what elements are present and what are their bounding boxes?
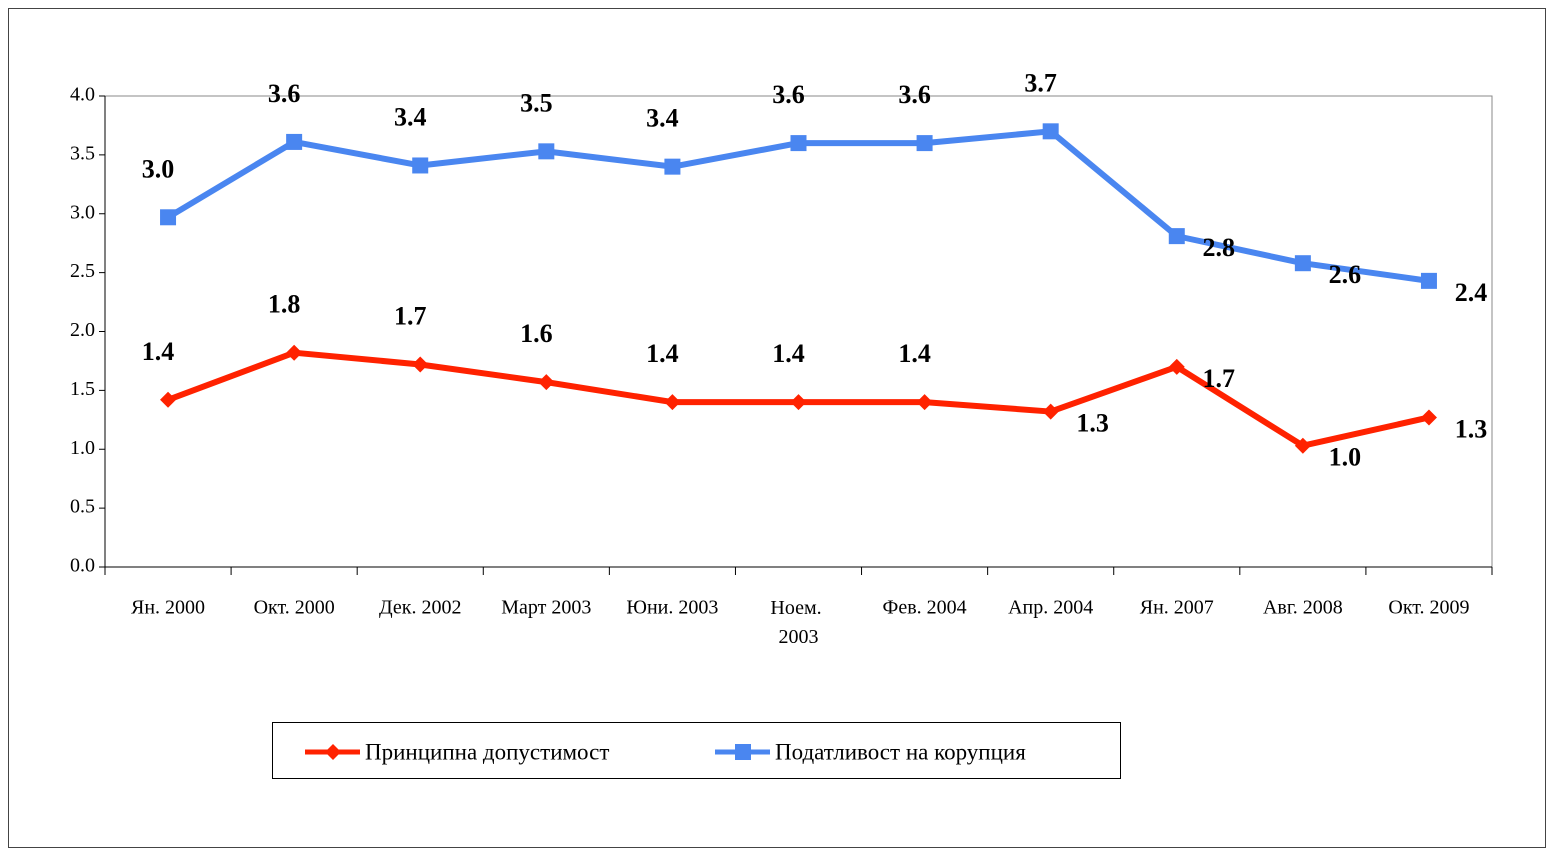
data-label: 2.6 (1329, 260, 1362, 289)
data-label: 1.4 (772, 339, 805, 368)
data-label: 1.4 (898, 339, 931, 368)
data-label: 1.0 (1329, 443, 1362, 472)
y-tick-label: 1.5 (70, 378, 95, 400)
point (1168, 228, 1185, 245)
data-label: 3.6 (772, 80, 805, 109)
point (538, 143, 555, 160)
x-tick-label: Ян. 2000 (131, 597, 205, 619)
data-label: 3.0 (142, 154, 175, 183)
point (1420, 272, 1437, 289)
data-label: 3.6 (268, 79, 301, 108)
x-tick-label: Ноем. 2003 (770, 597, 826, 648)
data-label: 3.7 (1024, 68, 1057, 97)
point (1042, 123, 1059, 140)
point (916, 135, 933, 152)
point (1420, 409, 1437, 426)
point (160, 391, 177, 408)
legend-marker (325, 744, 341, 760)
point (916, 394, 933, 411)
data-label: 1.7 (394, 301, 427, 330)
point (1042, 403, 1059, 420)
x-tick-label: Юни. 2003 (626, 597, 718, 619)
point (790, 394, 807, 411)
legend-marker (735, 744, 751, 760)
y-tick-label: 0.0 (70, 555, 95, 577)
point (1294, 255, 1311, 272)
data-label: 1.8 (268, 290, 301, 319)
point (538, 374, 555, 391)
x-tick-label: Ян. 2007 (1140, 597, 1214, 619)
point (664, 394, 681, 411)
point (286, 344, 303, 361)
point (412, 157, 429, 174)
data-label: 3.6 (898, 80, 931, 109)
x-tick-label: Дек. 2002 (379, 597, 461, 619)
data-label: 2.4 (1455, 278, 1488, 307)
data-label: 3.5 (520, 88, 553, 117)
point (664, 158, 681, 175)
data-label: 1.4 (142, 337, 175, 366)
y-tick-label: 1.0 (70, 437, 95, 459)
data-label: 3.4 (646, 104, 679, 133)
chart-frame (8, 8, 1546, 848)
data-label: 3.4 (394, 102, 427, 131)
data-label: 1.3 (1455, 414, 1488, 443)
y-tick-label: 4.0 (70, 84, 95, 106)
legend-label: Податливост на корупция (775, 739, 1026, 764)
data-label: 1.4 (646, 339, 679, 368)
data-label: 1.3 (1076, 409, 1109, 438)
point (412, 356, 429, 373)
data-label: 1.6 (520, 319, 553, 348)
legend-box (272, 722, 1121, 779)
point (1168, 358, 1185, 375)
point (160, 209, 177, 226)
data-label: 1.7 (1203, 364, 1236, 393)
point (1294, 437, 1311, 454)
point (790, 135, 807, 152)
x-tick-label: Фев. 2004 (883, 597, 967, 619)
y-tick-label: 3.5 (70, 142, 95, 164)
point (286, 133, 303, 150)
x-tick-label: Март 2003 (501, 597, 591, 619)
y-tick-label: 0.5 (70, 496, 95, 518)
x-tick-label: Авг. 2008 (1263, 597, 1343, 619)
x-tick-label: Окт. 2000 (254, 597, 335, 619)
data-label: 2.8 (1203, 233, 1236, 262)
x-tick-label: Окт. 2009 (1388, 597, 1469, 619)
y-tick-label: 2.5 (70, 260, 95, 282)
y-tick-label: 2.0 (70, 319, 95, 341)
y-tick-label: 3.0 (70, 201, 95, 223)
x-tick-label: Апр. 2004 (1008, 597, 1093, 619)
legend-label: Принципна допустимост (365, 739, 609, 764)
